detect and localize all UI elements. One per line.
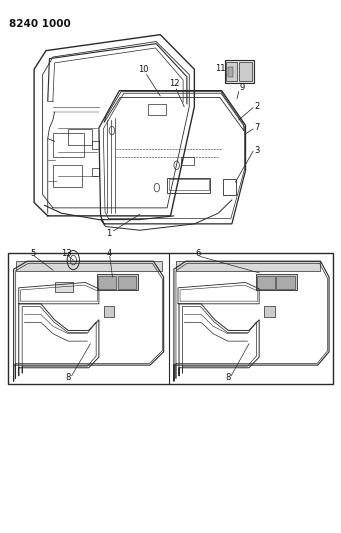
Bar xyxy=(167,178,210,193)
Bar xyxy=(55,282,73,292)
Bar xyxy=(176,261,320,271)
Bar xyxy=(276,276,295,289)
Bar xyxy=(228,67,233,77)
Bar xyxy=(264,306,275,317)
Bar xyxy=(169,179,209,190)
Bar xyxy=(8,253,333,384)
Text: 10: 10 xyxy=(138,65,148,74)
Bar xyxy=(53,165,82,187)
Text: 2: 2 xyxy=(255,102,260,111)
Bar xyxy=(223,179,236,195)
Text: 1: 1 xyxy=(106,229,112,238)
Bar xyxy=(97,274,138,290)
Text: 12: 12 xyxy=(169,79,179,88)
Text: 13: 13 xyxy=(61,249,72,258)
Bar xyxy=(225,60,254,83)
Text: 11: 11 xyxy=(215,64,225,72)
Bar xyxy=(257,276,275,289)
Text: 3: 3 xyxy=(255,146,260,155)
Text: 8: 8 xyxy=(225,374,231,382)
Text: 4: 4 xyxy=(106,249,112,258)
Bar xyxy=(256,274,297,290)
Text: 5: 5 xyxy=(30,249,35,258)
Text: 7: 7 xyxy=(255,124,260,132)
Bar xyxy=(16,261,162,271)
Bar xyxy=(226,62,237,81)
Bar xyxy=(104,306,114,317)
Bar xyxy=(181,157,194,165)
Bar xyxy=(118,276,136,289)
Bar xyxy=(68,129,92,145)
Bar xyxy=(239,62,252,81)
Bar xyxy=(53,133,84,157)
Text: 8: 8 xyxy=(65,374,71,382)
Text: 9: 9 xyxy=(239,84,245,92)
Bar xyxy=(98,276,116,289)
Bar xyxy=(148,104,166,115)
Text: 6: 6 xyxy=(195,249,201,258)
Text: 8240 1000: 8240 1000 xyxy=(9,19,70,29)
